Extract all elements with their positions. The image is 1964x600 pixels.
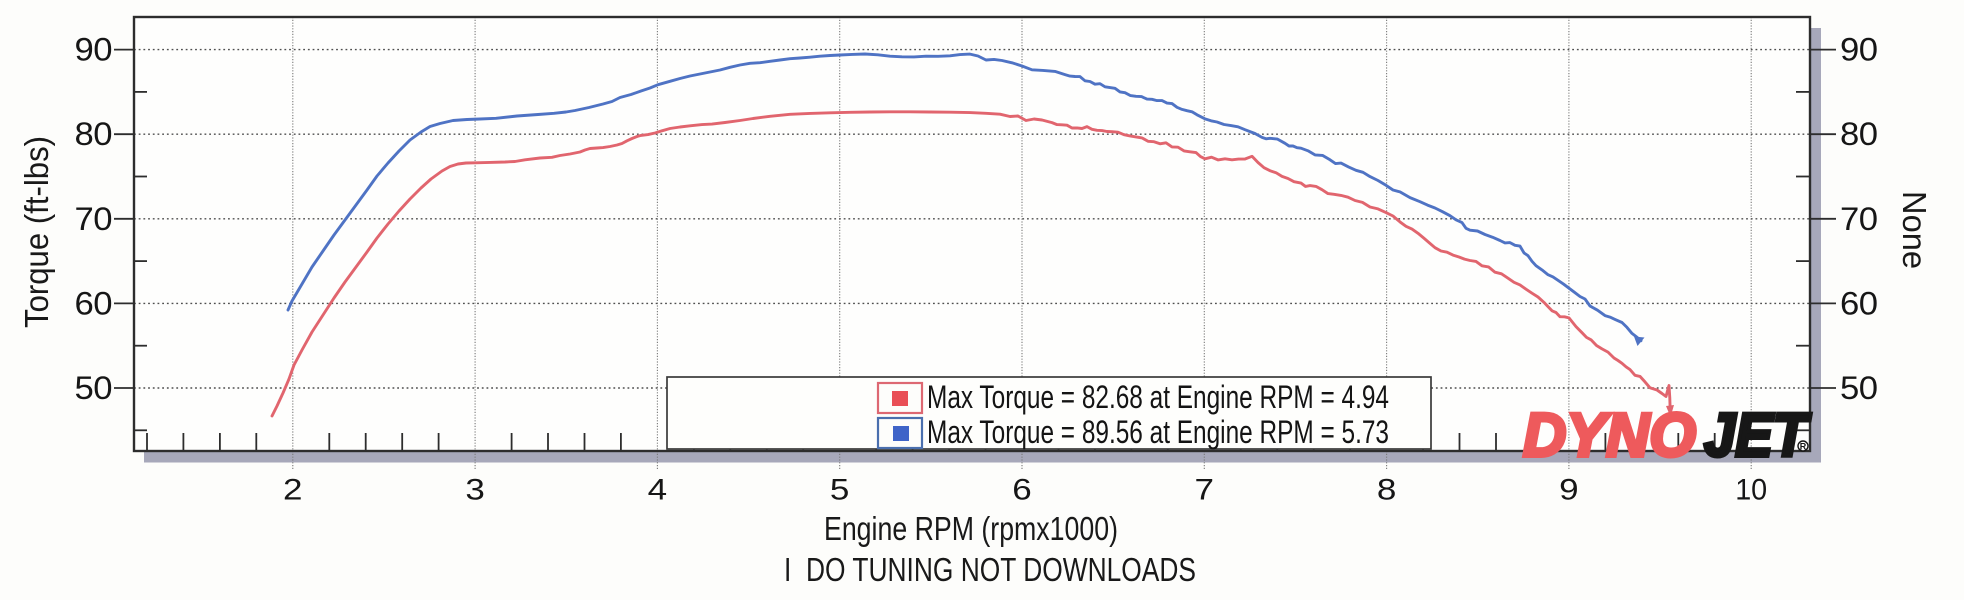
svg-text:None: None <box>1896 191 1933 269</box>
svg-text:4: 4 <box>648 474 668 507</box>
svg-text:I DO TUNING NOT DOWNLOADS: I DO TUNING NOT DOWNLOADS <box>784 551 1196 588</box>
svg-text:60: 60 <box>75 285 113 321</box>
svg-text:2: 2 <box>283 474 303 507</box>
svg-text:50: 50 <box>75 370 113 406</box>
svg-text:Engine RPM (rpmx1000): Engine RPM (rpmx1000) <box>824 510 1118 547</box>
svg-text:Torque (ft-lbs): Torque (ft-lbs) <box>18 136 55 328</box>
svg-text:70: 70 <box>1840 201 1878 237</box>
svg-text:7: 7 <box>1195 474 1215 507</box>
svg-text:3: 3 <box>465 474 485 507</box>
svg-text:80: 80 <box>1840 116 1878 152</box>
svg-text:90: 90 <box>75 32 113 68</box>
svg-text:JET: JET <box>1704 401 1811 469</box>
svg-text:6: 6 <box>1012 474 1032 507</box>
svg-text:50: 50 <box>1840 370 1878 406</box>
svg-text:70: 70 <box>75 201 113 237</box>
svg-text:9: 9 <box>1559 474 1579 507</box>
svg-text:R: R <box>1800 442 1807 452</box>
svg-text:5: 5 <box>830 474 850 507</box>
svg-text:Max Torque = 82.68 at Engine R: Max Torque = 82.68 at Engine RPM = 4.94 <box>927 379 1389 415</box>
svg-text:80: 80 <box>75 116 113 152</box>
svg-text:60: 60 <box>1840 285 1878 321</box>
svg-text:Max Torque = 89.56 at Engine R: Max Torque = 89.56 at Engine RPM = 5.73 <box>927 414 1389 450</box>
svg-text:8: 8 <box>1377 474 1397 507</box>
svg-text:DYNO: DYNO <box>1523 401 1696 469</box>
svg-text:90: 90 <box>1840 32 1878 68</box>
svg-text:10: 10 <box>1735 474 1767 507</box>
